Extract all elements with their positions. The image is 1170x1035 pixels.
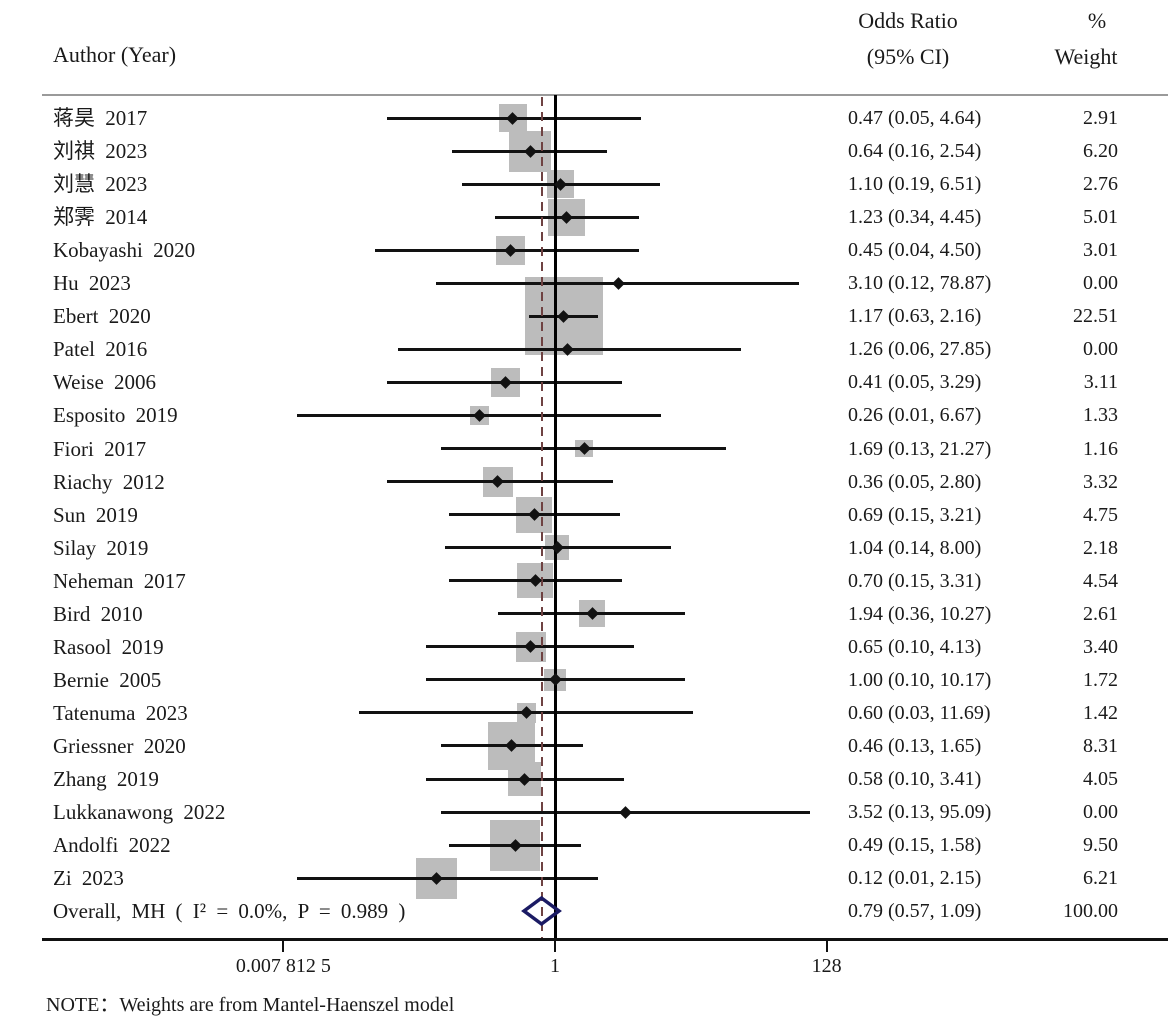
or-ci-value: 0.26 (0.01, 6.67) [848,404,982,427]
column-header-author: Author (Year) [53,42,177,67]
study-label: Fiori 2017 [53,436,147,461]
study-label: Riachy 2012 [53,469,165,494]
or-ci-value: 0.12 (0.01, 2.15) [848,867,982,890]
or-ci-value: 3.52 (0.13, 95.09) [848,801,992,824]
study-label: Sun 2019 [53,502,138,527]
column-header-odds-ratio: Odds Ratio [858,8,958,33]
or-ci-value: 0.65 (0.10, 4.13) [848,635,982,658]
or-ci-value: 0.49 (0.15, 1.58) [848,834,982,857]
or-ci-value: 1.26 (0.06, 27.85) [848,338,992,361]
study-label: Lukkanawong 2022 [53,800,226,825]
note-text: NOTE：Weights are from Mantel-Haenszel mo… [46,994,455,1016]
study-label: Kobayashi 2020 [53,238,196,263]
column-header-percent: % [1087,8,1107,33]
study-label: Rasool 2019 [53,634,164,659]
or-ci-value: 1.17 (0.63, 2.16) [848,305,982,328]
or-ci-value: 0.58 (0.10, 3.41) [848,768,982,791]
overall-estimate-dashed-line [540,97,543,939]
weight-value: 1.16 [1083,437,1118,460]
axis-tick-label: 0.007 812 5 [235,955,331,977]
study-label: Patel 2016 [53,337,148,362]
overall-diamond-shape [521,896,563,927]
column-header-ci: (95% CI) [866,44,950,69]
weight-value: 3.11 [1083,371,1118,394]
or-ci-value: 0.69 (0.15, 3.21) [848,503,982,526]
weight-value: 9.50 [1083,834,1118,857]
weight-value: 0.00 [1083,801,1118,824]
study-label: Bird 2010 [53,601,143,626]
or-ci-value: 3.10 (0.12, 78.87) [848,272,992,295]
study-label: 刘慧 2023 [53,172,148,197]
study-label: Weise 2006 [53,370,157,395]
or-ci-value: 1.00 (0.10, 10.17) [848,668,992,691]
or-ci-value: 1.69 (0.13, 21.27) [848,437,992,460]
axis-tick [554,941,556,952]
weight-value: 1.42 [1083,701,1118,724]
weight-value: 1.33 [1083,404,1118,427]
study-label: Griessner 2020 [53,733,186,758]
study-label: 郑霁 2014 [53,205,148,230]
weight-value: 2.61 [1083,602,1118,625]
study-label: Silay 2019 [53,535,149,560]
study-label: Bernie 2005 [53,667,162,692]
point-marker [611,276,625,290]
or-ci-value: 0.45 (0.04, 4.50) [848,239,982,262]
overall-weight-value: 100.00 [1063,900,1118,923]
or-ci-value: 1.94 (0.36, 10.27) [848,602,992,625]
or-ci-value: 1.04 (0.14, 8.00) [848,536,982,559]
study-label: Zhang 2019 [53,767,159,792]
study-label: 刘祺 2023 [53,139,148,164]
or-ci-value: 1.23 (0.34, 4.45) [848,206,982,229]
study-label: Esposito 2019 [53,403,178,428]
weight-value: 2.91 [1083,107,1118,130]
weight-value: 3.01 [1083,239,1118,262]
weight-value: 1.72 [1083,668,1118,691]
overall-or-ci-value: 0.79 (0.57, 1.09) [848,900,982,923]
header-rule [42,94,1168,96]
study-label: Hu 2023 [53,271,131,296]
weight-value: 3.32 [1083,470,1118,493]
weight-value: 0.00 [1083,272,1118,295]
x-axis-line [42,938,1168,941]
weight-value: 2.18 [1083,536,1118,559]
column-header-weight: Weight [1054,44,1118,69]
study-label: Andolfi 2022 [53,833,171,858]
or-ci-value: 0.64 (0.16, 2.54) [848,140,982,163]
or-ci-value: 0.46 (0.13, 1.65) [848,734,982,757]
weight-value: 4.54 [1083,569,1118,592]
axis-tick [825,941,828,952]
point-marker [619,805,632,819]
or-ci-value: 0.47 (0.05, 4.64) [848,107,982,130]
or-ci-value: 1.10 (0.19, 6.51) [848,173,982,196]
axis-tick-label: 1 [550,955,560,977]
weight-value: 22.51 [1073,305,1118,328]
weight-value: 6.20 [1083,140,1118,163]
or-ci-value: 0.36 (0.05, 2.80) [848,470,982,493]
or-ci-value: 0.70 (0.15, 3.31) [848,569,982,592]
axis-tick-label: 128 [811,955,842,977]
ci-line [297,876,598,880]
or-ci-value: 0.60 (0.03, 11.69) [848,701,991,724]
study-label: Zi 2023 [53,866,124,891]
weight-value: 6.21 [1083,867,1118,890]
study-label: 蒋昊 2017 [53,106,148,131]
axis-tick [282,941,285,952]
weight-value: 8.31 [1083,734,1118,757]
or-ci-value: 0.41 (0.05, 3.29) [848,371,982,394]
weight-value: 4.75 [1083,503,1118,526]
weight-value: 3.40 [1083,635,1118,658]
study-label: Tatenuma 2023 [53,700,188,725]
weight-value: 2.76 [1083,173,1118,196]
weight-value: 0.00 [1083,338,1118,361]
weight-value: 4.05 [1083,768,1118,791]
weight-value: 5.01 [1083,206,1118,229]
null-effect-line [553,95,557,940]
overall-label: Overall, MH ( I² = 0.0%, P = 0.989 ) [53,899,406,924]
overall-diamond [521,896,563,927]
study-label: Neheman 2017 [53,568,186,593]
study-label: Ebert 2020 [53,304,151,329]
